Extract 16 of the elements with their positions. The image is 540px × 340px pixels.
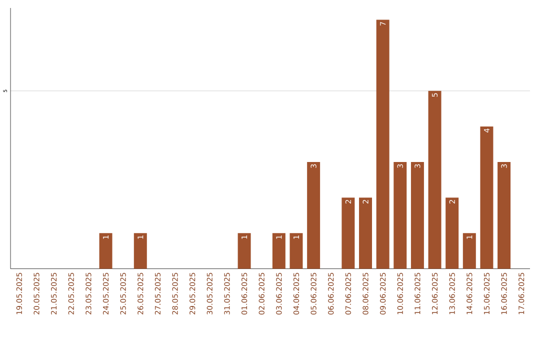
bar	[307, 162, 320, 269]
bar	[410, 162, 424, 269]
bar	[376, 20, 390, 269]
bar	[359, 198, 372, 269]
bar	[134, 233, 147, 269]
bar	[428, 91, 442, 269]
bar	[394, 162, 407, 269]
bar	[342, 198, 355, 269]
bar	[272, 233, 286, 269]
bar	[498, 162, 511, 269]
bar	[446, 198, 459, 269]
bar	[480, 126, 494, 269]
bar	[462, 233, 476, 269]
bar	[290, 233, 303, 269]
bar	[238, 233, 251, 269]
bar	[99, 233, 112, 269]
